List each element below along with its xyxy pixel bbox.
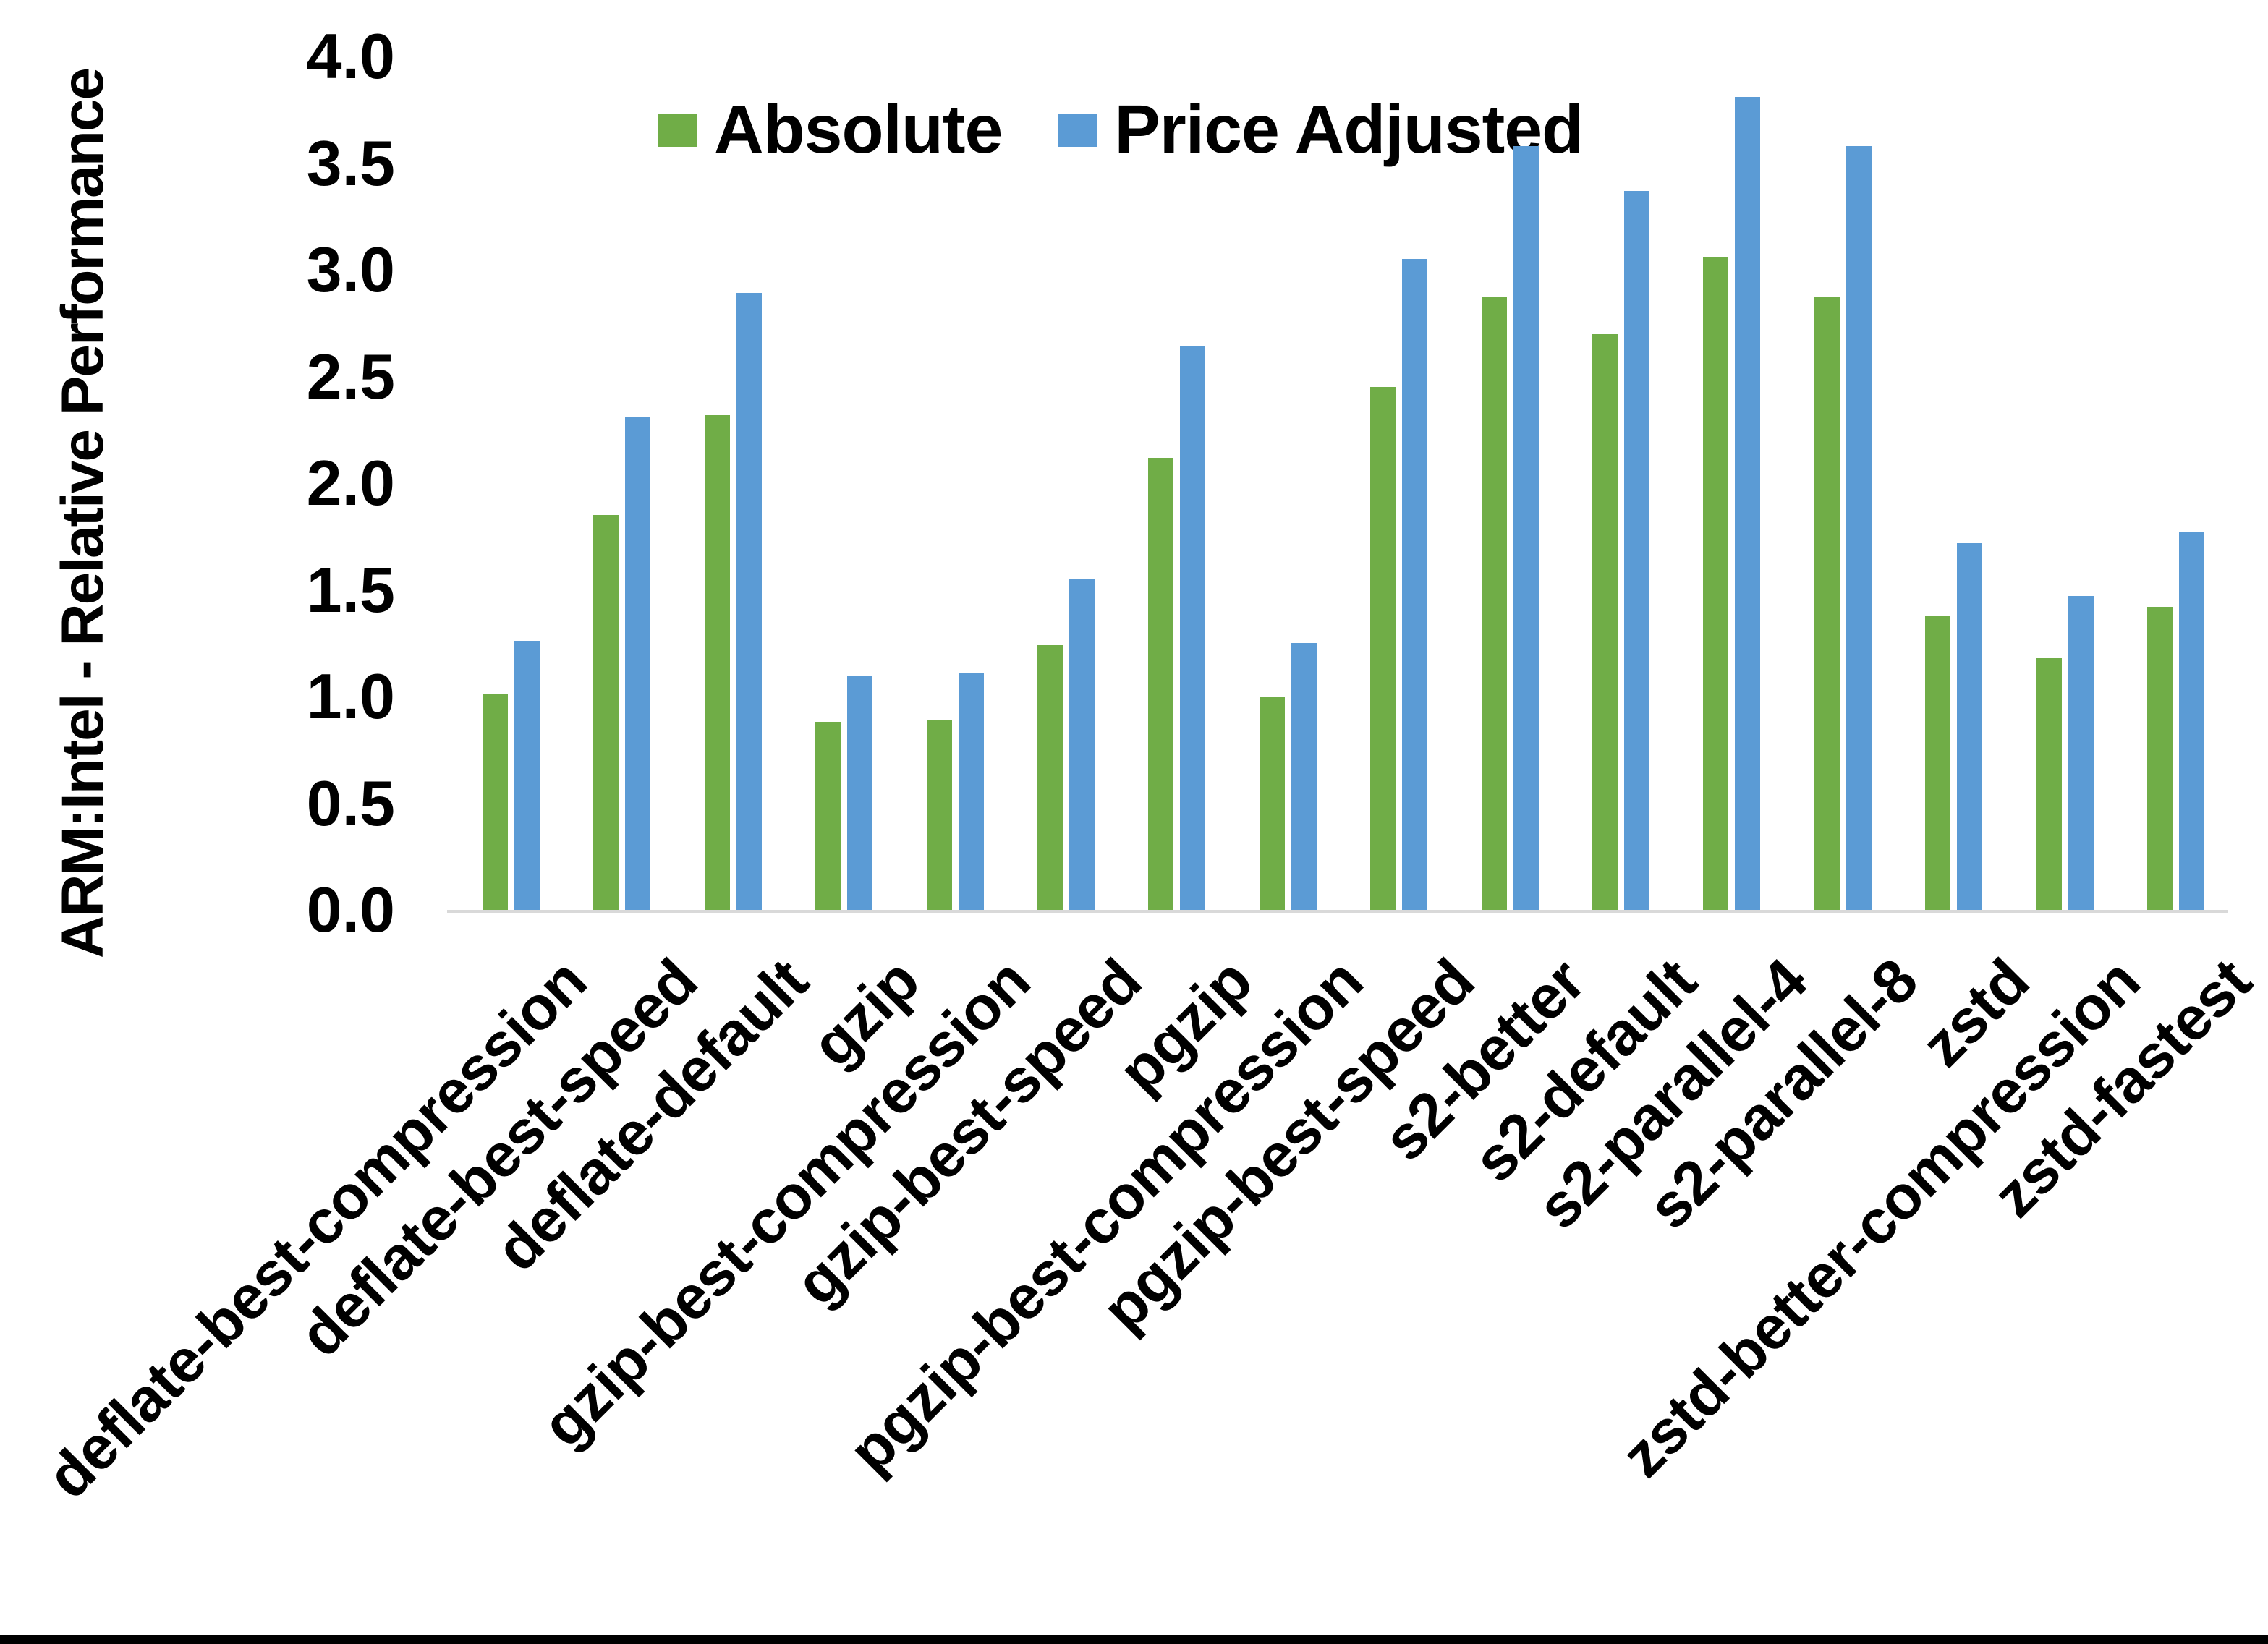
legend-label-price-adjusted: Price Adjusted: [1114, 91, 1584, 168]
bar-price-adjusted-zstd-fastest: [2179, 532, 2204, 910]
bar-absolute-gzip-best-compression: [926, 720, 952, 910]
bar-absolute-pgzip-best-speed: [1370, 387, 1396, 910]
bar-price-adjusted-s2-parallel-8: [1846, 145, 1872, 910]
bar-absolute-zstd-fastest: [2147, 607, 2173, 910]
bar-absolute-pgzip-best-compression: [1259, 697, 1285, 910]
bar-absolute-zstd-better-compression: [2036, 657, 2062, 910]
legend-swatch-absolute: [658, 113, 697, 147]
bar-price-adjusted-deflate-best-compression: [514, 641, 540, 910]
bar-absolute-gzip-best-speed: [1037, 645, 1063, 910]
bar-absolute-s2-parallel-4: [1703, 257, 1729, 910]
bar-price-adjusted-pgzip-best-compression: [1291, 643, 1317, 910]
bar-price-adjusted-s2-parallel-4: [1735, 97, 1761, 910]
bar-price-adjusted-gzip-best-compression: [958, 673, 984, 910]
y-tick-label-2.0: 2.0: [306, 447, 395, 519]
bar-absolute-s2-better: [1481, 297, 1507, 910]
bar-absolute-deflate-best-compression: [483, 694, 508, 910]
bar-absolute-pgzip: [1148, 457, 1174, 910]
bar-absolute-zstd: [1925, 615, 1951, 910]
legend-label-absolute: Absolute: [714, 91, 1003, 168]
y-axis-title: ARM:Intel - Relative Performance: [50, 68, 116, 959]
bar-price-adjusted-gzip-best-speed: [1069, 579, 1095, 910]
bar-absolute-s2-parallel-8: [1814, 297, 1840, 910]
bar-price-adjusted-deflate-best-speed: [625, 417, 651, 910]
x-axis-line: [447, 910, 2228, 913]
bar-price-adjusted-zstd-better-compression: [2068, 596, 2094, 910]
bar-price-adjusted-zstd: [1957, 542, 1983, 910]
bar-absolute-gzip: [815, 722, 841, 910]
bar-price-adjusted-pgzip-best-speed: [1402, 259, 1428, 910]
y-tick-label-3.5: 3.5: [306, 127, 395, 199]
y-tick-label-3.0: 3.0: [306, 234, 395, 305]
legend-swatch-price-adjusted: [1058, 113, 1097, 147]
bar-price-adjusted-s2-default: [1624, 190, 1649, 910]
bar-price-adjusted-deflate-default: [736, 293, 762, 910]
bar-price-adjusted-pgzip: [1180, 346, 1206, 910]
bar-price-adjusted-s2-better: [1513, 145, 1539, 910]
y-tick-label-0.5: 0.5: [306, 767, 395, 839]
bar-absolute-deflate-default: [704, 414, 730, 910]
bar-absolute-deflate-best-speed: [593, 515, 619, 910]
y-tick-label-2.5: 2.5: [306, 340, 395, 412]
legend-item-absolute: Absolute: [658, 91, 1003, 168]
legend-item-price-adjusted: Price Adjusted: [1058, 91, 1584, 168]
y-tick-label-4.0: 4.0: [306, 20, 395, 92]
y-tick-label-1.0: 1.0: [306, 660, 395, 732]
bottom-border: [0, 1635, 2268, 1644]
y-tick-label-1.5: 1.5: [306, 553, 395, 626]
y-tick-label-0.0: 0.0: [306, 874, 395, 945]
bar-absolute-s2-default: [1592, 333, 1618, 910]
bar-price-adjusted-gzip: [847, 675, 873, 910]
legend: Absolute Price Adjusted: [658, 91, 1584, 168]
